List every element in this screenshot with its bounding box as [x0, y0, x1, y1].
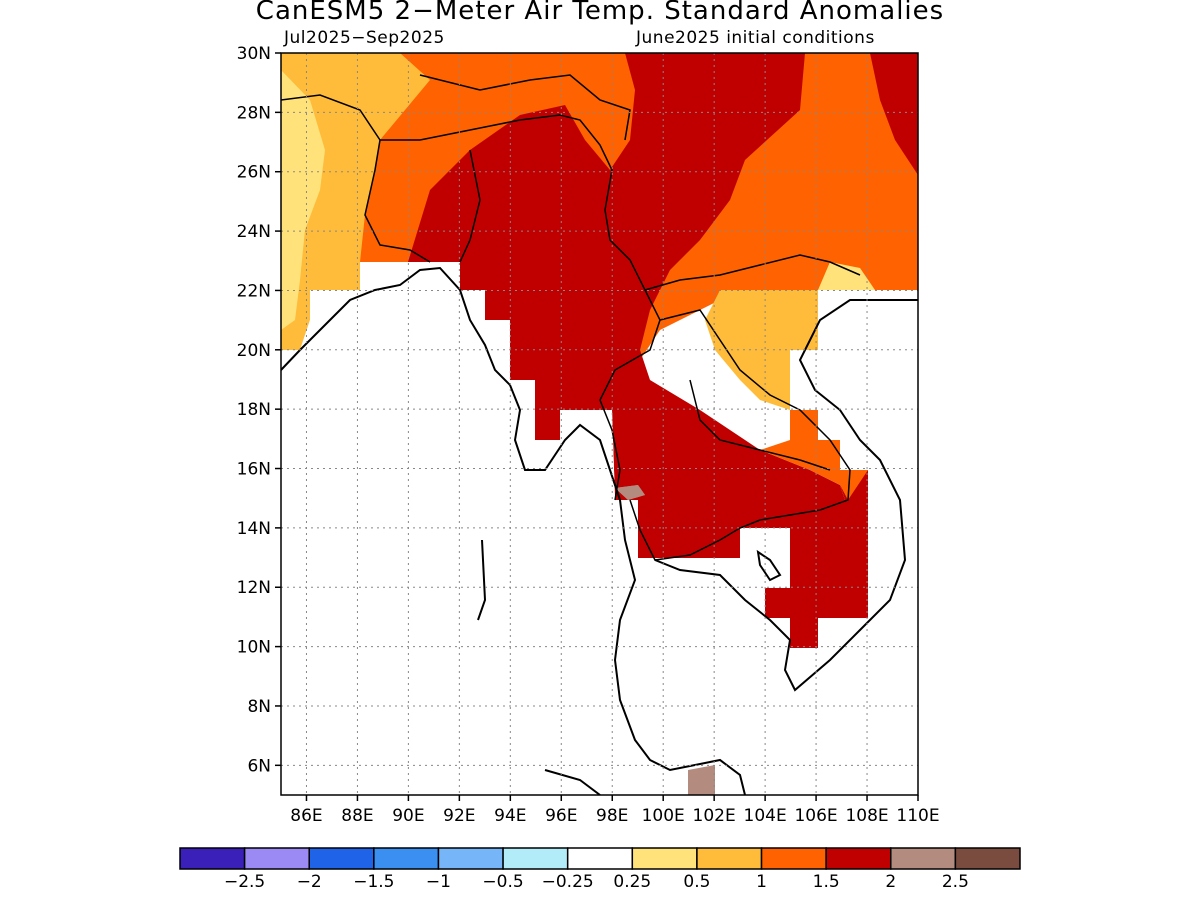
lat-label: 22N	[237, 281, 271, 301]
lat-label: 20N	[237, 341, 271, 361]
lon-label: 94E	[494, 806, 526, 826]
lat-label: 12N	[237, 578, 271, 598]
colorbar-swatch	[373, 847, 440, 870]
colorbar-swatch	[566, 847, 634, 870]
anomaly-region-2p5	[615, 485, 645, 500]
lon-label: 108E	[845, 806, 888, 826]
initial-conditions: June2025 initial conditions	[636, 28, 875, 48]
country-borders	[281, 74, 861, 561]
colorbar-label: −1	[426, 872, 451, 892]
anomaly-region-2	[408, 53, 845, 558]
chart-title: CanESM5 2−Meter Air Temp. Standard Anoma…	[255, 0, 945, 26]
lon-label: 98E	[596, 806, 628, 826]
colorbar-swatch	[179, 847, 246, 870]
lon-label: 90E	[392, 806, 424, 826]
lon-label: 104E	[744, 806, 787, 826]
colorbar-label: −0.25	[542, 872, 594, 892]
colorbar-swatch	[437, 847, 504, 870]
colorbar-label: 1	[756, 872, 767, 892]
lat-label: 8N	[247, 697, 271, 717]
colorbar-label: −0.5	[482, 872, 523, 892]
map-frame	[280, 52, 919, 796]
coastlines	[281, 266, 918, 795]
lat-label: 18N	[237, 400, 271, 420]
colorbar-swatch	[890, 847, 957, 870]
lon-label: 110E	[896, 806, 939, 826]
colorbar: −2.5 −2 −1.5 −1 −0.5 −0.25 0.25 0.5 1 1.5 2 2.5	[179, 847, 1021, 892]
anomaly-region-0p5	[281, 70, 325, 330]
anomaly-region-2	[870, 53, 918, 175]
lon-label: 106E	[794, 806, 837, 826]
gridlines	[281, 52, 919, 795]
axis-ticks: 30N 28N 26N 24N 22N 20N 18N 16N 14N 12N 10N 8N 6N 86E…	[237, 44, 940, 826]
colorbar-swatch	[954, 847, 1021, 870]
anomaly-region-2p5	[688, 765, 715, 795]
anomaly-field	[281, 53, 918, 795]
colorbar-swatch	[308, 847, 375, 870]
lat-label: 30N	[237, 44, 271, 64]
lon-label: 86E	[290, 806, 322, 826]
lon-label: 100E	[642, 806, 685, 826]
lon-label: 96E	[545, 806, 577, 826]
lat-label: 16N	[237, 460, 271, 480]
colorbar-swatch	[696, 847, 763, 870]
colorbar-swatch	[631, 847, 698, 870]
colorbar-swatch	[243, 847, 310, 870]
lon-label: 92E	[443, 806, 475, 826]
colorbar-label: 0.5	[683, 872, 710, 892]
anomaly-region-1p5	[760, 410, 868, 500]
forecast-period: Jul2025−Sep2025	[284, 28, 445, 48]
colorbar-swatch	[760, 847, 827, 870]
anomaly-region-1	[281, 53, 430, 350]
colorbar-swatch	[502, 847, 569, 870]
colorbar-label: 0.25	[613, 872, 651, 892]
lat-label: 10N	[237, 638, 271, 658]
lon-label: 102E	[693, 806, 736, 826]
colorbar-label: 1.5	[813, 872, 840, 892]
colorbar-label: −2.5	[224, 872, 265, 892]
lon-label: 88E	[341, 806, 373, 826]
lat-label: 6N	[247, 756, 271, 776]
colorbar-label: −1.5	[353, 872, 394, 892]
colorbar-label: −2	[297, 872, 322, 892]
lat-label: 28N	[237, 103, 271, 123]
lat-label: 24N	[237, 222, 271, 242]
colorbar-label: 2	[885, 872, 896, 892]
lat-label: 26N	[237, 163, 271, 183]
colorbar-swatch	[825, 847, 892, 870]
lat-label: 14N	[237, 519, 271, 539]
anomaly-region-0p5	[818, 262, 875, 290]
colorbar-label: 2.5	[942, 872, 969, 892]
